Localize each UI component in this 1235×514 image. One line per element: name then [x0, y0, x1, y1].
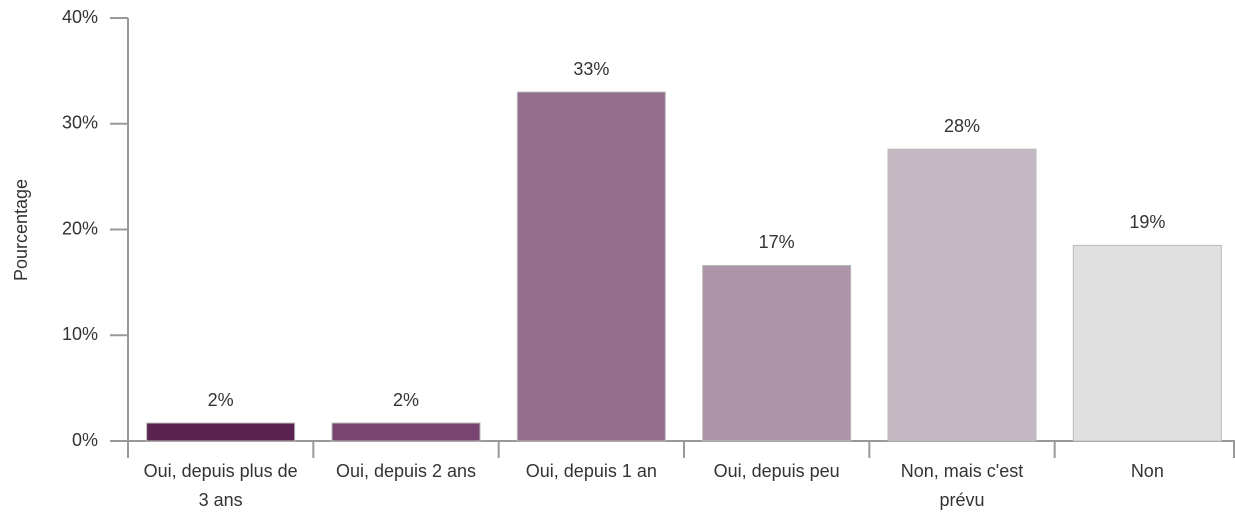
bar — [1072, 244, 1222, 442]
x-tick-label: Oui, depuis peu — [713, 461, 840, 481]
y-tick-label: 20% — [62, 218, 98, 238]
y-tick-label: 30% — [62, 113, 98, 133]
bar — [331, 422, 481, 442]
y-axis-title: Pourcentage — [11, 179, 31, 281]
bar — [516, 91, 666, 442]
value-label: 33% — [573, 59, 609, 79]
y-tick-label: 0% — [72, 430, 98, 450]
value-label: 17% — [759, 232, 795, 252]
x-tick-label: Non — [1130, 461, 1164, 481]
value-label: 2% — [393, 390, 419, 410]
bar — [702, 264, 852, 442]
x-tick-label: Non, mais c'est prévu — [900, 461, 1024, 510]
x-tick-label: Oui, depuis 1 an — [525, 461, 657, 481]
x-tick-label: Oui, depuis plus de 3 ans — [143, 461, 298, 510]
value-label: 2% — [208, 390, 234, 410]
value-label: 19% — [1129, 212, 1165, 232]
x-tick-label: Oui, depuis 2 ans — [335, 461, 477, 481]
value-label: 28% — [944, 116, 980, 136]
bar — [146, 422, 296, 442]
y-tick-label: 10% — [62, 324, 98, 344]
y-tick-label: 40% — [62, 7, 98, 27]
bar — [887, 148, 1037, 442]
